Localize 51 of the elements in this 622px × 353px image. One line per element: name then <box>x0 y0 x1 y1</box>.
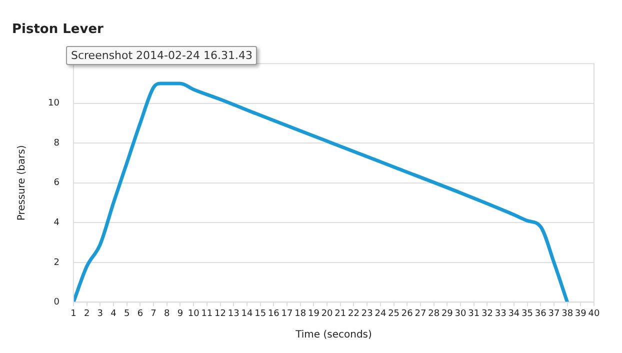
x-tick-label: 40 <box>588 308 600 319</box>
y-tick-label: 4 <box>54 218 60 228</box>
x-tick-label: 8 <box>164 308 170 319</box>
x-tick-label: 14 <box>241 308 253 319</box>
y-tick-label: 8 <box>54 138 60 148</box>
text: Screenshot 2014-02-24 16.31.43 <box>66 46 258 65</box>
x-tick-label: 10 <box>188 308 200 319</box>
x-tick-label: 26 <box>401 308 414 319</box>
x-tick-label: 33 <box>494 308 506 319</box>
x-tick-label: 1 <box>70 308 76 319</box>
x-tick-label: 5 <box>124 308 130 319</box>
y-tick-label: 6 <box>54 178 60 188</box>
x-tick-label: 25 <box>388 308 400 319</box>
x-tick-label: 3 <box>97 308 104 319</box>
x-tick-label: 28 <box>428 308 440 319</box>
x-tick-label: 2 <box>84 308 90 319</box>
x-tick-label: 15 <box>254 308 266 319</box>
x-tick-label: 29 <box>441 308 454 319</box>
x-tick-label: 21 <box>334 308 346 319</box>
y-tick-label: 10 <box>48 98 60 109</box>
x-tick-label: 12 <box>214 308 226 319</box>
x-tick-label: 18 <box>294 308 306 319</box>
x-tick-label: 6 <box>137 308 144 319</box>
x-tick-label: 35 <box>522 308 533 319</box>
x-tick-label: 34 <box>508 308 520 319</box>
x-tick-label: 16 <box>268 308 280 319</box>
x-axis-title: Time (seconds) <box>294 330 372 341</box>
x-tick-label: 36 <box>534 308 547 319</box>
x-tick-label: 20 <box>321 308 334 319</box>
x-tick-label: 37 <box>548 308 560 319</box>
x-tick-label: 4 <box>110 308 117 319</box>
chart-title: Piston Lever <box>12 22 104 38</box>
x-tick-label: 22 <box>348 308 360 319</box>
y-tick-label: 2 <box>54 258 60 268</box>
line-series <box>73 82 570 302</box>
x-tick-label: 38 <box>562 308 574 319</box>
x-tick-label: 13 <box>228 308 240 319</box>
x-tick-label: 19 <box>308 308 320 319</box>
x-tick-label: 24 <box>374 308 386 319</box>
y-tick-label: 0 <box>54 298 60 308</box>
x-tick-label: 31 <box>468 308 480 319</box>
x-tick-label: 11 <box>201 308 213 319</box>
x-tick-label: 30 <box>454 308 467 319</box>
x-tick-label: 23 <box>361 308 373 319</box>
x-tick-label: 17 <box>281 308 293 319</box>
x-tick-label: 27 <box>414 308 426 319</box>
x-tick-label: 32 <box>481 308 493 319</box>
x-tick-label: 39 <box>574 308 587 319</box>
x-tick-label: 7 <box>150 308 156 319</box>
x-tick-label: 9 <box>177 308 184 319</box>
y-axis-title: Pressure (bars) <box>16 145 28 221</box>
